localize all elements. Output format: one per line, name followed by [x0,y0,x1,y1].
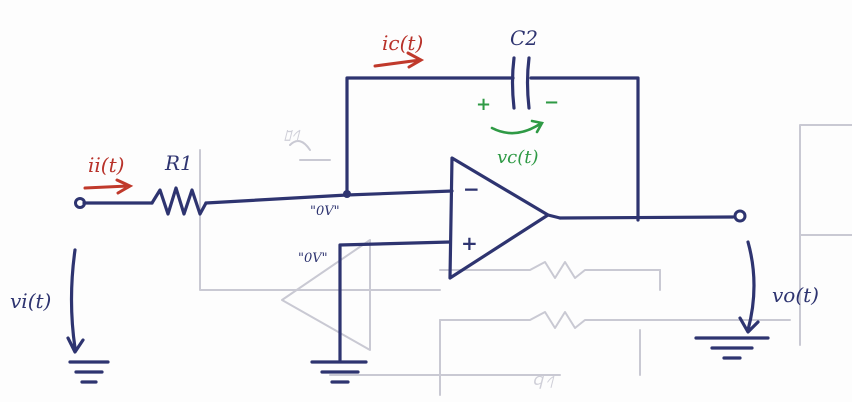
label-ii: ii(t) [88,153,124,177]
ii-arrow [83,178,134,195]
label-ov-noninverting: "0V" [298,251,328,266]
opamp-body [448,156,550,280]
label-opamp-plus: + [461,231,478,255]
capacitor-c2 [510,56,531,110]
opamp-output-stub [546,213,562,220]
output-wire [558,215,735,220]
label-vc: vc(t) [497,147,539,168]
label-ov-inverting: "0V" [310,204,340,219]
ground-symbol-left [310,360,368,384]
ground-symbol-input [68,360,110,384]
label-r1: R1 [164,151,193,175]
bleed-text-2: ﾚｂ [532,372,556,391]
inverting-wire [204,189,454,205]
label-c2: C2 [510,26,538,50]
summing-node [343,190,351,198]
label-vo: vo(t) [772,283,819,307]
label-opamp-minus: − [463,177,480,201]
vi-arrow [66,248,85,354]
vo-arrow [738,240,760,334]
bleed-text-1: ﾚﾛ [284,126,302,145]
ic-arrow [373,51,425,69]
feedback-wire [345,76,640,222]
label-cap-minus: − [544,92,559,113]
label-ic: ic(t) [382,31,423,55]
bleed-through-sketch [199,124,852,396]
label-cap-plus: + [476,94,491,115]
resistor-r1 [150,186,208,216]
vc-sweep-arrow [490,119,545,135]
ground-symbol-right [694,336,770,360]
label-vi: vi(t) [10,289,51,313]
noninverting-wire [338,240,452,362]
output-terminal [733,209,747,223]
